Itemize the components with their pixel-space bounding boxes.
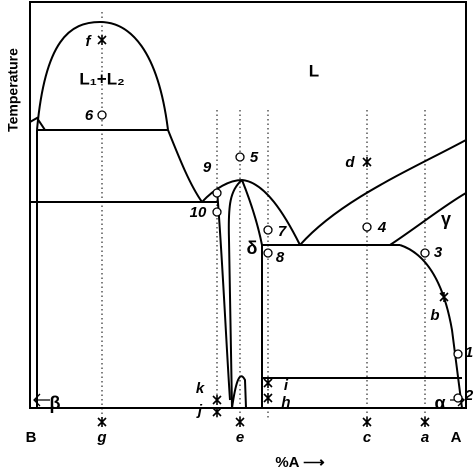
point-label: h [281, 394, 290, 411]
point-label: 7 [278, 223, 287, 240]
guide-lines [101, 12, 426, 420]
point-label: k [196, 380, 205, 397]
star-marker [212, 395, 222, 405]
star-marker [235, 417, 245, 427]
phase-label: L [309, 61, 319, 80]
point-label: j [196, 402, 203, 419]
phase-label: L₁+L₂ [79, 69, 124, 88]
point-label: 1 [465, 344, 473, 361]
star-points [97, 35, 449, 427]
star-marker [263, 393, 273, 403]
phase-label: γ [441, 209, 451, 229]
star-marker [97, 35, 107, 45]
phase-label: β [50, 393, 61, 413]
star-marker [97, 417, 107, 427]
point-label: 8 [276, 249, 285, 266]
star-marker [420, 417, 430, 427]
point-label: 9 [203, 159, 212, 176]
composition-label: c [363, 429, 372, 446]
point-label: 4 [377, 219, 387, 236]
star-marker [212, 407, 222, 417]
phase-label: δ [247, 238, 258, 258]
end-label: B [26, 429, 37, 446]
star-marker [362, 157, 372, 167]
star-marker [439, 292, 449, 302]
composition-label: g [96, 429, 106, 446]
composition-label: a [421, 429, 429, 446]
point-label: 2 [464, 387, 474, 404]
state-points [97, 110, 463, 403]
end-label: A [451, 429, 462, 446]
star-marker [263, 378, 273, 388]
x-label: %A ⟶ [275, 454, 325, 471]
point-label: 3 [434, 244, 443, 261]
frame [29, 1, 467, 409]
point-label: 5 [250, 149, 259, 166]
point-label: f [86, 33, 93, 50]
composition-label: e [236, 429, 244, 446]
y-label: Temperature [5, 48, 21, 132]
star-marker [362, 417, 372, 427]
point-label: d [345, 154, 355, 171]
point-label: 6 [85, 107, 94, 124]
point-label: 10 [190, 204, 207, 221]
point-label: i [284, 377, 289, 394]
labels: Temperature %A ⟶ B A g e c a L L₁+L₂ β α… [5, 33, 474, 471]
phase-label: α [434, 393, 445, 413]
point-label: b [430, 307, 439, 324]
